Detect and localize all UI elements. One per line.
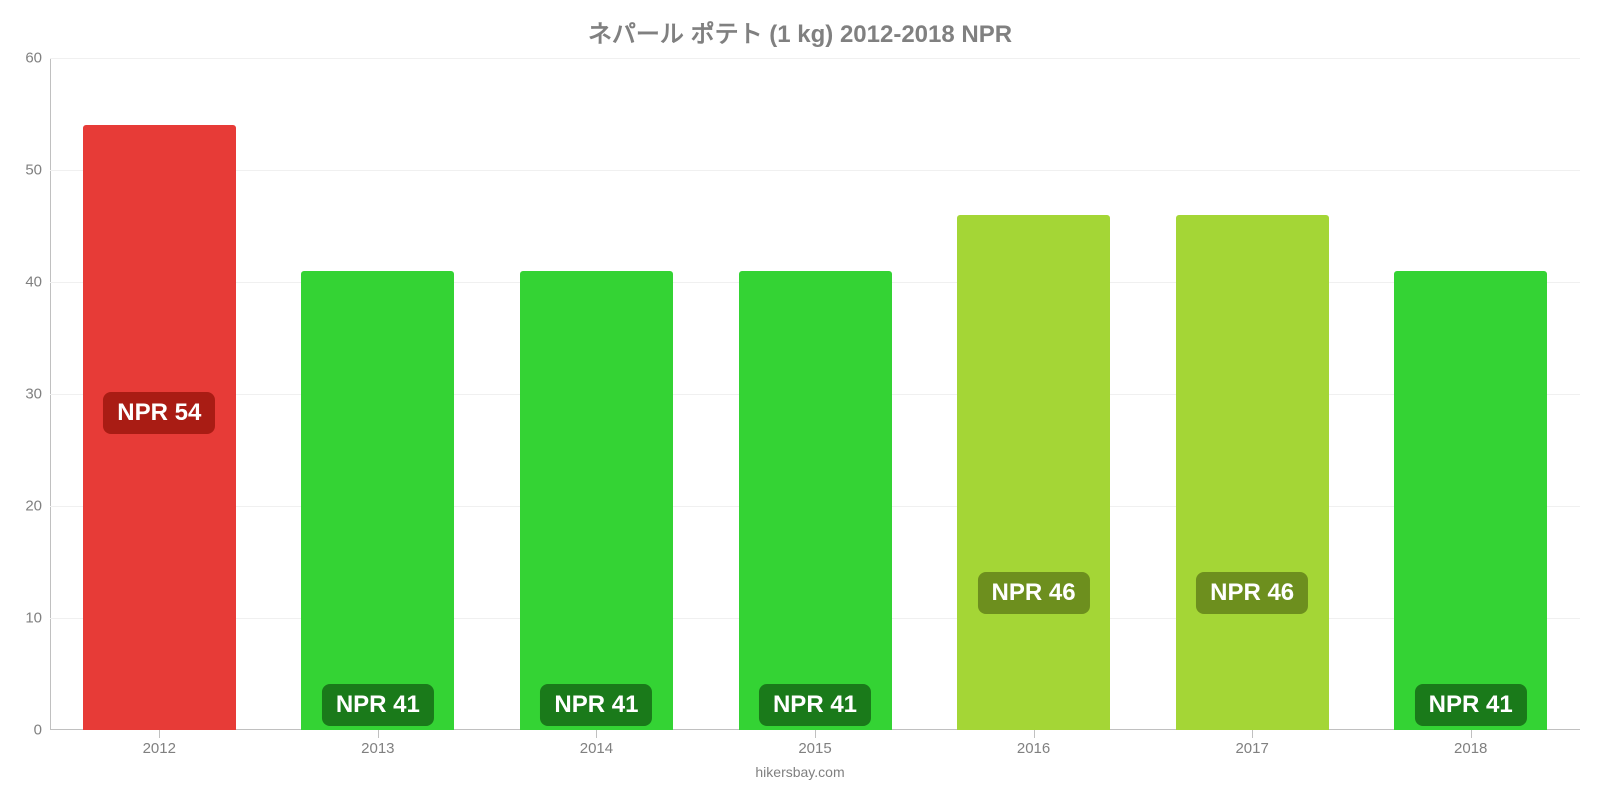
bar: NPR 41	[1394, 271, 1547, 730]
bar: NPR 41	[301, 271, 454, 730]
bar: NPR 46	[957, 215, 1110, 730]
bar-value-label: NPR 46	[978, 572, 1090, 614]
y-tick-label: 60	[25, 50, 50, 67]
bar-value-label: NPR 41	[540, 684, 652, 726]
bar-value-label: NPR 41	[759, 684, 871, 726]
x-tick-label: 2017	[1235, 730, 1268, 757]
bar-value-label: NPR 54	[103, 392, 215, 434]
x-tick-label: 2013	[361, 730, 394, 757]
x-tick-label: 2016	[1017, 730, 1050, 757]
y-tick-label: 20	[25, 498, 50, 515]
bar: NPR 41	[520, 271, 673, 730]
bar: NPR 41	[739, 271, 892, 730]
grid-line	[50, 58, 1580, 59]
y-tick-label: 50	[25, 162, 50, 179]
chart-container: ネパール ポテト (1 kg) 2012-2018 NPR 0102030405…	[0, 0, 1600, 800]
y-tick-label: 40	[25, 274, 50, 291]
y-tick-label: 10	[25, 610, 50, 627]
x-tick-label: 2012	[143, 730, 176, 757]
y-tick-label: 0	[34, 722, 50, 739]
bar-value-label: NPR 41	[1415, 684, 1527, 726]
bar-value-label: NPR 41	[322, 684, 434, 726]
bar-value-label: NPR 46	[1196, 572, 1308, 614]
x-tick-label: 2018	[1454, 730, 1487, 757]
attribution-text: hikersbay.com	[755, 764, 844, 780]
x-tick-label: 2014	[580, 730, 613, 757]
y-tick-label: 30	[25, 386, 50, 403]
plot-area: 0102030405060NPR 542012NPR 412013NPR 412…	[50, 58, 1580, 730]
chart-title: ネパール ポテト (1 kg) 2012-2018 NPR	[0, 0, 1600, 49]
bar: NPR 54	[83, 125, 236, 730]
bar: NPR 46	[1176, 215, 1329, 730]
x-tick-label: 2015	[798, 730, 831, 757]
grid-line	[50, 170, 1580, 171]
